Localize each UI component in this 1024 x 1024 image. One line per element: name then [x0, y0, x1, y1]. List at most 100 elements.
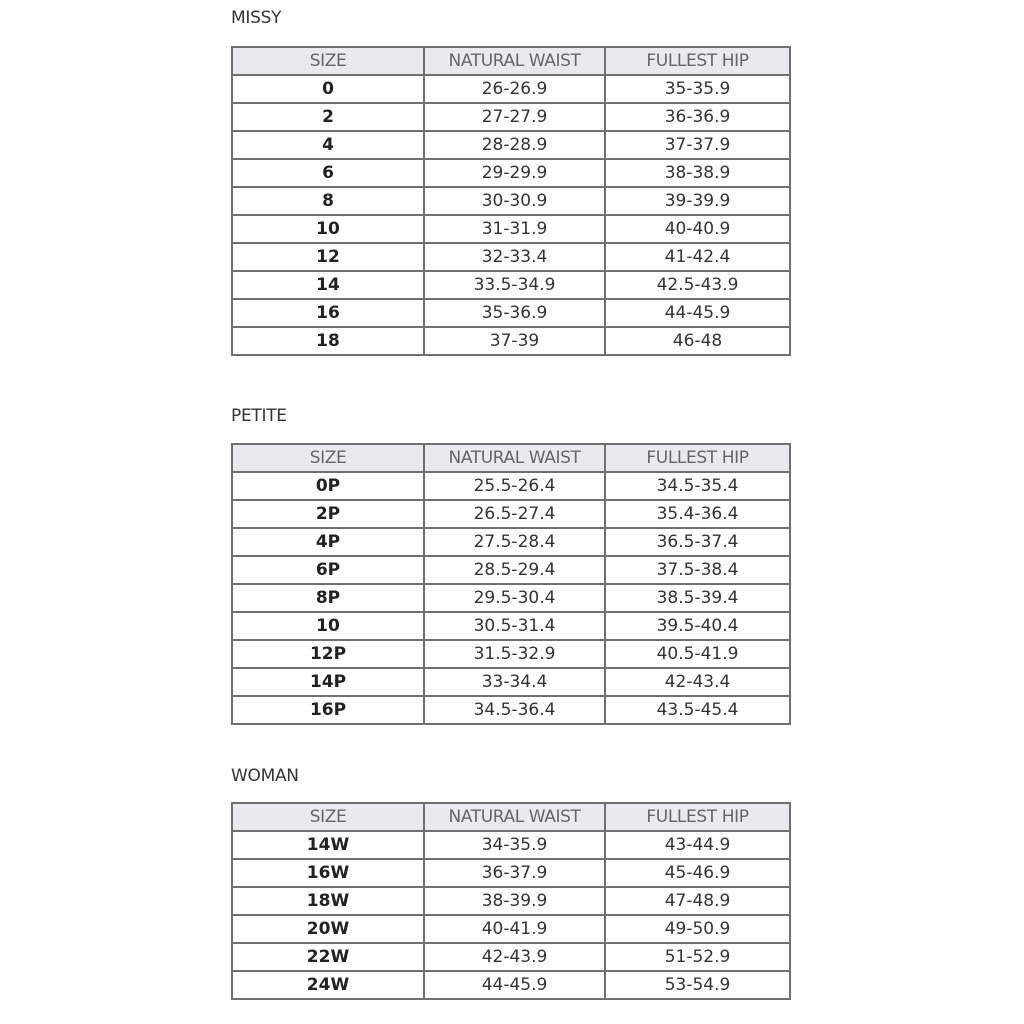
header-fullest-hip: FULLEST HIP	[604, 443, 791, 473]
cell-size: 14P	[231, 667, 425, 697]
missy-label: MISSY	[231, 8, 282, 28]
table-row: 16P 34.5-36.4 43.5-45.4	[231, 695, 791, 725]
header-row: SIZE NATURAL WAIST FULLEST HIP	[231, 443, 791, 473]
header-natural-waist: NATURAL WAIST	[423, 802, 606, 832]
cell-size: 4P	[231, 527, 425, 557]
table-row: 24W 44-45.9 53-54.9	[231, 970, 791, 1000]
cell-size: 6	[231, 158, 425, 188]
header-fullest-hip: FULLEST HIP	[604, 46, 791, 76]
cell-fullest-hip: 49-50.9	[604, 914, 791, 944]
cell-size: 2	[231, 102, 425, 132]
header-size: SIZE	[231, 46, 425, 76]
cell-size: 16P	[231, 695, 425, 725]
cell-natural-waist: 26-26.9	[423, 74, 606, 104]
cell-size: 12	[231, 242, 425, 272]
table-row: 4P 27.5-28.4 36.5-37.4	[231, 527, 791, 557]
table-row: 6 29-29.9 38-38.9	[231, 158, 791, 188]
cell-size: 8P	[231, 583, 425, 613]
cell-size: 20W	[231, 914, 425, 944]
cell-size: 16	[231, 298, 425, 328]
cell-natural-waist: 27-27.9	[423, 102, 606, 132]
table-row: 2P 26.5-27.4 35.4-36.4	[231, 499, 791, 529]
cell-natural-waist: 33.5-34.9	[423, 270, 606, 300]
cell-natural-waist: 26.5-27.4	[423, 499, 606, 529]
table-row: 0 26-26.9 35-35.9	[231, 74, 791, 104]
table-row: 14 33.5-34.9 42.5-43.9	[231, 270, 791, 300]
header-fullest-hip: FULLEST HIP	[604, 802, 791, 832]
cell-fullest-hip: 46-48	[604, 326, 791, 356]
table-row: 8 30-30.9 39-39.9	[231, 186, 791, 216]
cell-natural-waist: 31.5-32.9	[423, 639, 606, 669]
cell-size: 16W	[231, 858, 425, 888]
table-row: 18W 38-39.9 47-48.9	[231, 886, 791, 916]
cell-natural-waist: 42-43.9	[423, 942, 606, 972]
table-row: 10 31-31.9 40-40.9	[231, 214, 791, 244]
cell-natural-waist: 29-29.9	[423, 158, 606, 188]
table-row: 14W 34-35.9 43-44.9	[231, 830, 791, 860]
cell-fullest-hip: 39.5-40.4	[604, 611, 791, 641]
cell-size: 14	[231, 270, 425, 300]
cell-fullest-hip: 35.4-36.4	[604, 499, 791, 529]
table-row: 2 27-27.9 36-36.9	[231, 102, 791, 132]
cell-fullest-hip: 38-38.9	[604, 158, 791, 188]
cell-natural-waist: 25.5-26.4	[423, 471, 606, 501]
cell-fullest-hip: 37-37.9	[604, 130, 791, 160]
cell-fullest-hip: 34.5-35.4	[604, 471, 791, 501]
cell-size: 0P	[231, 471, 425, 501]
petite-size-table: SIZE NATURAL WAIST FULLEST HIP 0P 25.5-26.4 3…	[231, 443, 791, 725]
cell-natural-waist: 37-39	[423, 326, 606, 356]
cell-size: 12P	[231, 639, 425, 669]
table-row: 22W 42-43.9 51-52.9	[231, 942, 791, 972]
cell-natural-waist: 30-30.9	[423, 186, 606, 216]
cell-size: 10	[231, 214, 425, 244]
cell-natural-waist: 30.5-31.4	[423, 611, 606, 641]
table-row: 0P 25.5-26.4 34.5-35.4	[231, 471, 791, 501]
cell-natural-waist: 36-37.9	[423, 858, 606, 888]
petite-label: PETITE	[231, 406, 287, 426]
woman-size-table: SIZE NATURAL WAIST FULLEST HIP 14W 34-35.9 43…	[231, 802, 791, 1000]
cell-natural-waist: 34-35.9	[423, 830, 606, 860]
cell-size: 24W	[231, 970, 425, 1000]
cell-fullest-hip: 43.5-45.4	[604, 695, 791, 725]
table-row: 8P 29.5-30.4 38.5-39.4	[231, 583, 791, 613]
table-row: 12 32-33.4 41-42.4	[231, 242, 791, 272]
cell-fullest-hip: 40.5-41.9	[604, 639, 791, 669]
cell-fullest-hip: 41-42.4	[604, 242, 791, 272]
cell-size: 6P	[231, 555, 425, 585]
table-row: 10 30.5-31.4 39.5-40.4	[231, 611, 791, 641]
cell-natural-waist: 44-45.9	[423, 970, 606, 1000]
cell-fullest-hip: 36-36.9	[604, 102, 791, 132]
cell-natural-waist: 28.5-29.4	[423, 555, 606, 585]
header-row: SIZE NATURAL WAIST FULLEST HIP	[231, 46, 791, 76]
cell-natural-waist: 29.5-30.4	[423, 583, 606, 613]
table-row: 12P 31.5-32.9 40.5-41.9	[231, 639, 791, 669]
cell-fullest-hip: 51-52.9	[604, 942, 791, 972]
woman-label: WOMAN	[231, 766, 299, 786]
cell-natural-waist: 38-39.9	[423, 886, 606, 916]
cell-fullest-hip: 39-39.9	[604, 186, 791, 216]
cell-fullest-hip: 37.5-38.4	[604, 555, 791, 585]
header-natural-waist: NATURAL WAIST	[423, 443, 606, 473]
cell-fullest-hip: 35-35.9	[604, 74, 791, 104]
table-row: 14P 33-34.4 42-43.4	[231, 667, 791, 697]
table-row: 18 37-39 46-48	[231, 326, 791, 356]
cell-size: 18	[231, 326, 425, 356]
header-natural-waist: NATURAL WAIST	[423, 46, 606, 76]
cell-fullest-hip: 42-43.4	[604, 667, 791, 697]
cell-natural-waist: 33-34.4	[423, 667, 606, 697]
cell-size: 10	[231, 611, 425, 641]
cell-size: 4	[231, 130, 425, 160]
cell-fullest-hip: 40-40.9	[604, 214, 791, 244]
cell-natural-waist: 34.5-36.4	[423, 695, 606, 725]
cell-natural-waist: 31-31.9	[423, 214, 606, 244]
header-row: SIZE NATURAL WAIST FULLEST HIP	[231, 802, 791, 832]
cell-natural-waist: 28-28.9	[423, 130, 606, 160]
cell-size: 18W	[231, 886, 425, 916]
cell-fullest-hip: 53-54.9	[604, 970, 791, 1000]
cell-fullest-hip: 36.5-37.4	[604, 527, 791, 557]
cell-fullest-hip: 42.5-43.9	[604, 270, 791, 300]
cell-size: 14W	[231, 830, 425, 860]
cell-natural-waist: 40-41.9	[423, 914, 606, 944]
cell-size: 8	[231, 186, 425, 216]
cell-natural-waist: 35-36.9	[423, 298, 606, 328]
